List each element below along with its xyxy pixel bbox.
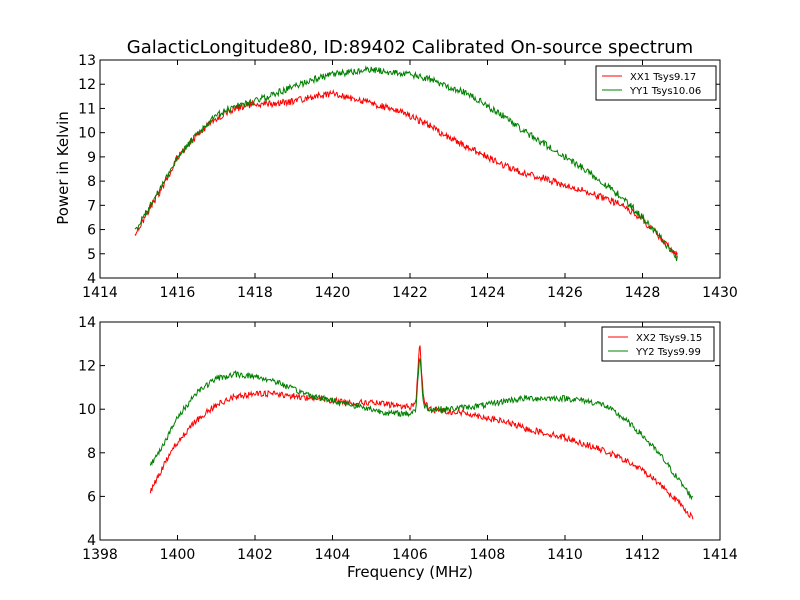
bottom-y-tick-label: 10 <box>78 402 96 418</box>
bottom-x-tick-label: 1414 <box>702 547 738 563</box>
top-x-tick-label: 1418 <box>237 285 273 301</box>
top-y-tick-label: 13 <box>78 53 96 69</box>
bottom-y-tick-label: 12 <box>78 359 96 375</box>
bottom-x-axis-label: Frequency (MHz) <box>347 563 473 581</box>
top-x-tick-label: 1426 <box>547 285 583 301</box>
top-x-tick-label: 1414 <box>82 285 118 301</box>
top-legend: XX1 Tsys9.17 YY1 Tsys10.06 <box>595 65 717 101</box>
bottom-x-tick-label: 1398 <box>82 547 118 563</box>
top-y-tick-label: 9 <box>87 150 96 166</box>
bottom-y-tick-label: 8 <box>87 446 96 462</box>
top-y-tick-label: 4 <box>87 271 96 287</box>
bottom-x-tick-label: 1406 <box>392 547 428 563</box>
bottom-y-tick-label: 14 <box>78 315 96 331</box>
top-legend-label: XX1 Tsys9.17 <box>630 72 696 83</box>
bottom-y-tick-label: 4 <box>87 533 96 549</box>
top-legend-box <box>595 65 717 101</box>
bottom-x-tick-label: 1408 <box>470 547 506 563</box>
top-x-tick-label: 1428 <box>625 285 661 301</box>
top-x-tick-label: 1416 <box>160 285 196 301</box>
chart-title: GalacticLongitude80, ID:89402 Calibrated… <box>127 37 693 58</box>
top-legend-label: YY1 Tsys10.06 <box>629 86 701 97</box>
bottom-y-tick-label: 6 <box>87 489 96 505</box>
top-y-tick-label: 7 <box>87 198 96 214</box>
top-x-tick-label: 1420 <box>315 285 351 301</box>
bottom-x-tick-label: 1412 <box>625 547 661 563</box>
bottom-panel: Frequency (MHz) 1398 1400 1402 1404 1406 1408… <box>78 315 738 581</box>
top-y-tick-label: 6 <box>87 223 96 239</box>
top-y-tick-label: 5 <box>87 247 96 263</box>
bottom-legend-box <box>601 326 715 362</box>
top-y-tick-label: 11 <box>78 101 96 117</box>
top-x-tick-label: 1422 <box>392 285 428 301</box>
bottom-legend: XX2 Tsys9.15 YY2 Tsys9.99 <box>601 326 715 362</box>
bottom-x-tick-label: 1410 <box>547 547 583 563</box>
bottom-legend-label: YY2 Tsys9.99 <box>635 347 701 358</box>
bottom-x-tick-label: 1402 <box>237 547 273 563</box>
top-x-tick-label: 1424 <box>470 285 506 301</box>
top-y-tick-label: 12 <box>78 77 96 93</box>
top-y-tick-label: 8 <box>87 174 96 190</box>
top-y-axis-label: Power in Kelvin <box>54 111 72 225</box>
bottom-x-tick-label: 1404 <box>315 547 351 563</box>
bottom-legend-label: XX2 Tsys9.15 <box>636 333 702 344</box>
top-y-tick-label: 10 <box>78 126 96 142</box>
top-x-tick-label: 1430 <box>702 285 738 301</box>
top-series-yy1-line <box>134 65 678 262</box>
bottom-series-yy2-line <box>149 358 694 501</box>
bottom-x-tick-label: 1400 <box>160 547 196 563</box>
top-panel: Power in Kelvin 1414 1416 1418 1420 1422 1424… <box>54 53 738 301</box>
